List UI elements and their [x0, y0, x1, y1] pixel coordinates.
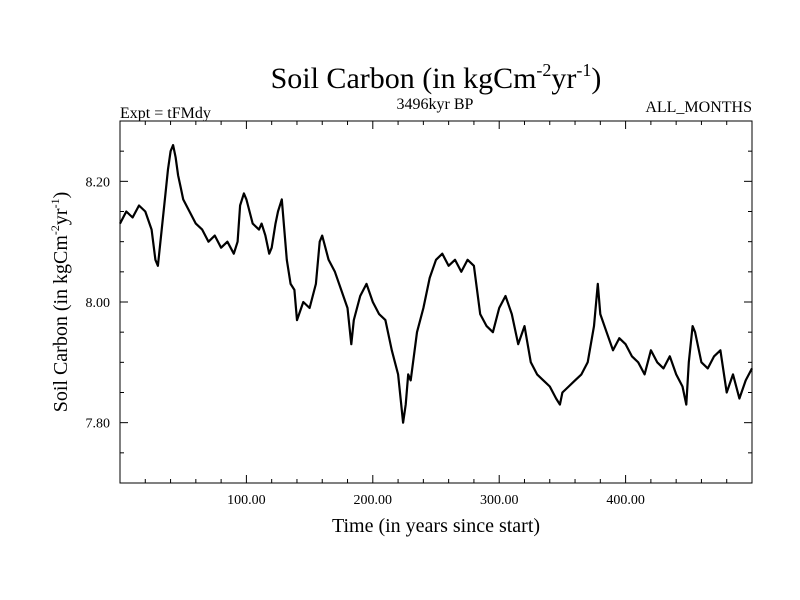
y-tick-label: 8.20	[86, 175, 111, 190]
x-tick-label: 400.00	[606, 493, 645, 508]
x-tick-label: 100.00	[227, 493, 266, 508]
x-tick-label: 200.00	[354, 493, 393, 508]
series-group	[119, 144, 753, 424]
subtitle-label: 3496kyr BP	[397, 96, 474, 113]
y-axis-tick-labels: 7.80 8.00 8.20	[86, 175, 111, 431]
series-line	[119, 144, 753, 424]
x-axis-title: Time (in years since start)	[332, 515, 540, 537]
months-label: ALL_MONTHS	[645, 99, 752, 116]
x-tick-label: 300.00	[480, 493, 519, 508]
y-tick-label: 7.80	[86, 417, 111, 432]
y-tick-label: 8.00	[86, 296, 111, 311]
y-axis-ticks	[120, 150, 752, 454]
experiment-label: Expt = tFMdy	[120, 105, 211, 122]
x-axis-ticks	[144, 121, 728, 483]
plot-frame	[119, 120, 753, 484]
chart-title: Soil Carbon (in kgCm-2yr-1)	[271, 60, 602, 95]
y-axis-title: Soil Carbon (in kgCm-2yr-1)	[48, 192, 72, 413]
x-axis-tick-labels: 100.00 200.00 300.00 400.00	[227, 493, 645, 508]
